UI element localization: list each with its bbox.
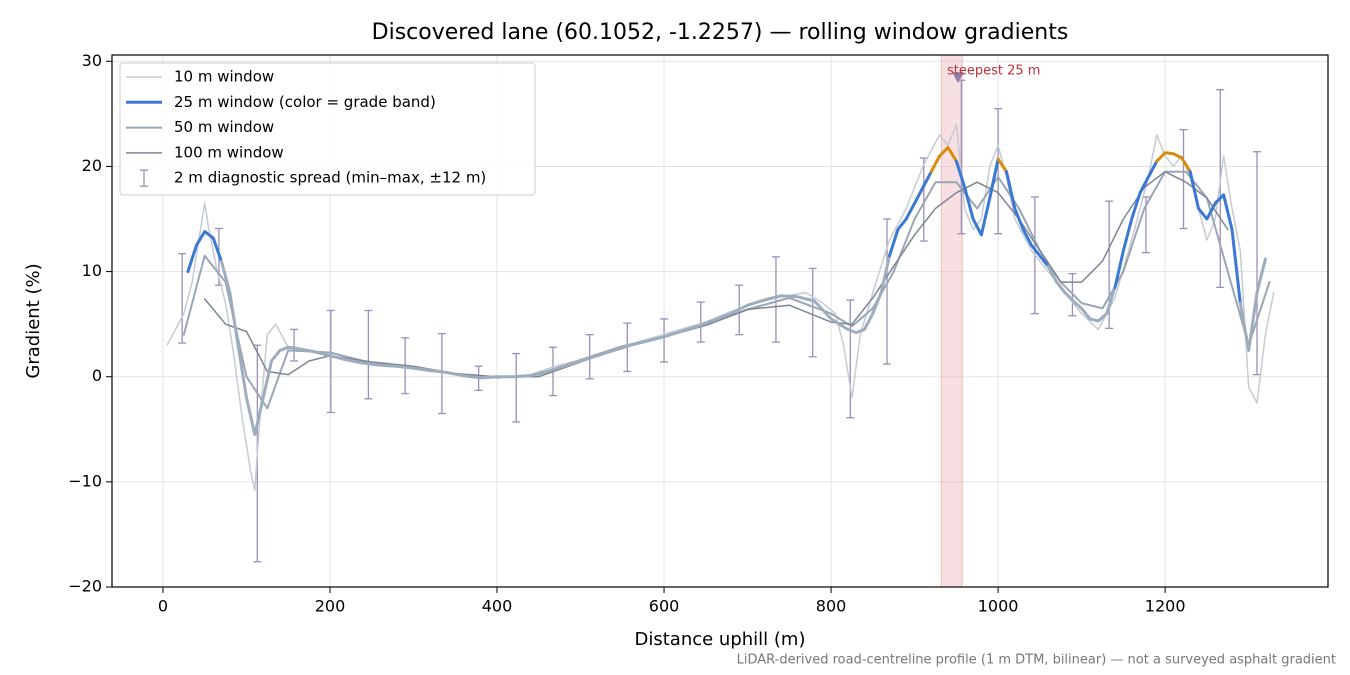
plot-frame	[111, 54, 1329, 588]
x-tick-label: 800	[816, 597, 847, 616]
y-tick-label: −10	[68, 471, 102, 490]
y-tick-label: 0	[92, 366, 102, 385]
legend-label: 10 m window	[174, 68, 274, 86]
legend-label: 25 m window (color = grade band)	[174, 93, 436, 111]
x-tick-label: 600	[649, 597, 680, 616]
legend-label: 50 m window	[174, 118, 274, 136]
series-line	[1238, 257, 1267, 352]
y-tick-label: −20	[68, 577, 102, 596]
series-line	[929, 146, 958, 174]
annotation-marker	[952, 72, 965, 84]
series-line	[186, 230, 223, 274]
series-line	[954, 157, 1000, 237]
series-line	[1113, 159, 1159, 289]
series-line	[1046, 264, 1117, 323]
x-axis-label: Distance uphill (m)	[635, 629, 806, 650]
y-axis-label: Gradient (%)	[23, 263, 44, 378]
chart-title: Discovered lane (60.1052, -1.2257) — rol…	[372, 20, 1069, 45]
series-line	[219, 254, 891, 436]
x-tick-label: 0	[158, 597, 168, 616]
legend: 10 m window 25 m window (color = grade ba…	[119, 62, 536, 196]
x-tick-label: 200	[315, 597, 346, 616]
series-line	[1155, 151, 1192, 174]
y-tick-label: 10	[82, 261, 102, 280]
y-tick-label: 20	[82, 156, 102, 175]
legend-box	[119, 62, 536, 196]
footnote: LiDAR-derived road-centreline profile (1…	[737, 653, 1336, 668]
legend-label: 2 m diagnostic spread (min–max, ±12 m)	[174, 169, 486, 187]
y-tick-label: 30	[82, 51, 102, 70]
series-line	[1188, 170, 1242, 305]
plot-area	[166, 79, 1275, 563]
x-tick-label: 1000	[978, 597, 1019, 616]
legend-label: 100 m window	[174, 143, 284, 161]
series-line	[182, 170, 1271, 410]
annotation-text: steepest 25 m	[947, 64, 1040, 79]
x-tick-label: 400	[482, 597, 513, 616]
series-line	[888, 170, 933, 258]
series-line	[996, 157, 1008, 174]
series-line	[1005, 170, 1050, 268]
x-tick-label: 1200	[1145, 597, 1186, 616]
